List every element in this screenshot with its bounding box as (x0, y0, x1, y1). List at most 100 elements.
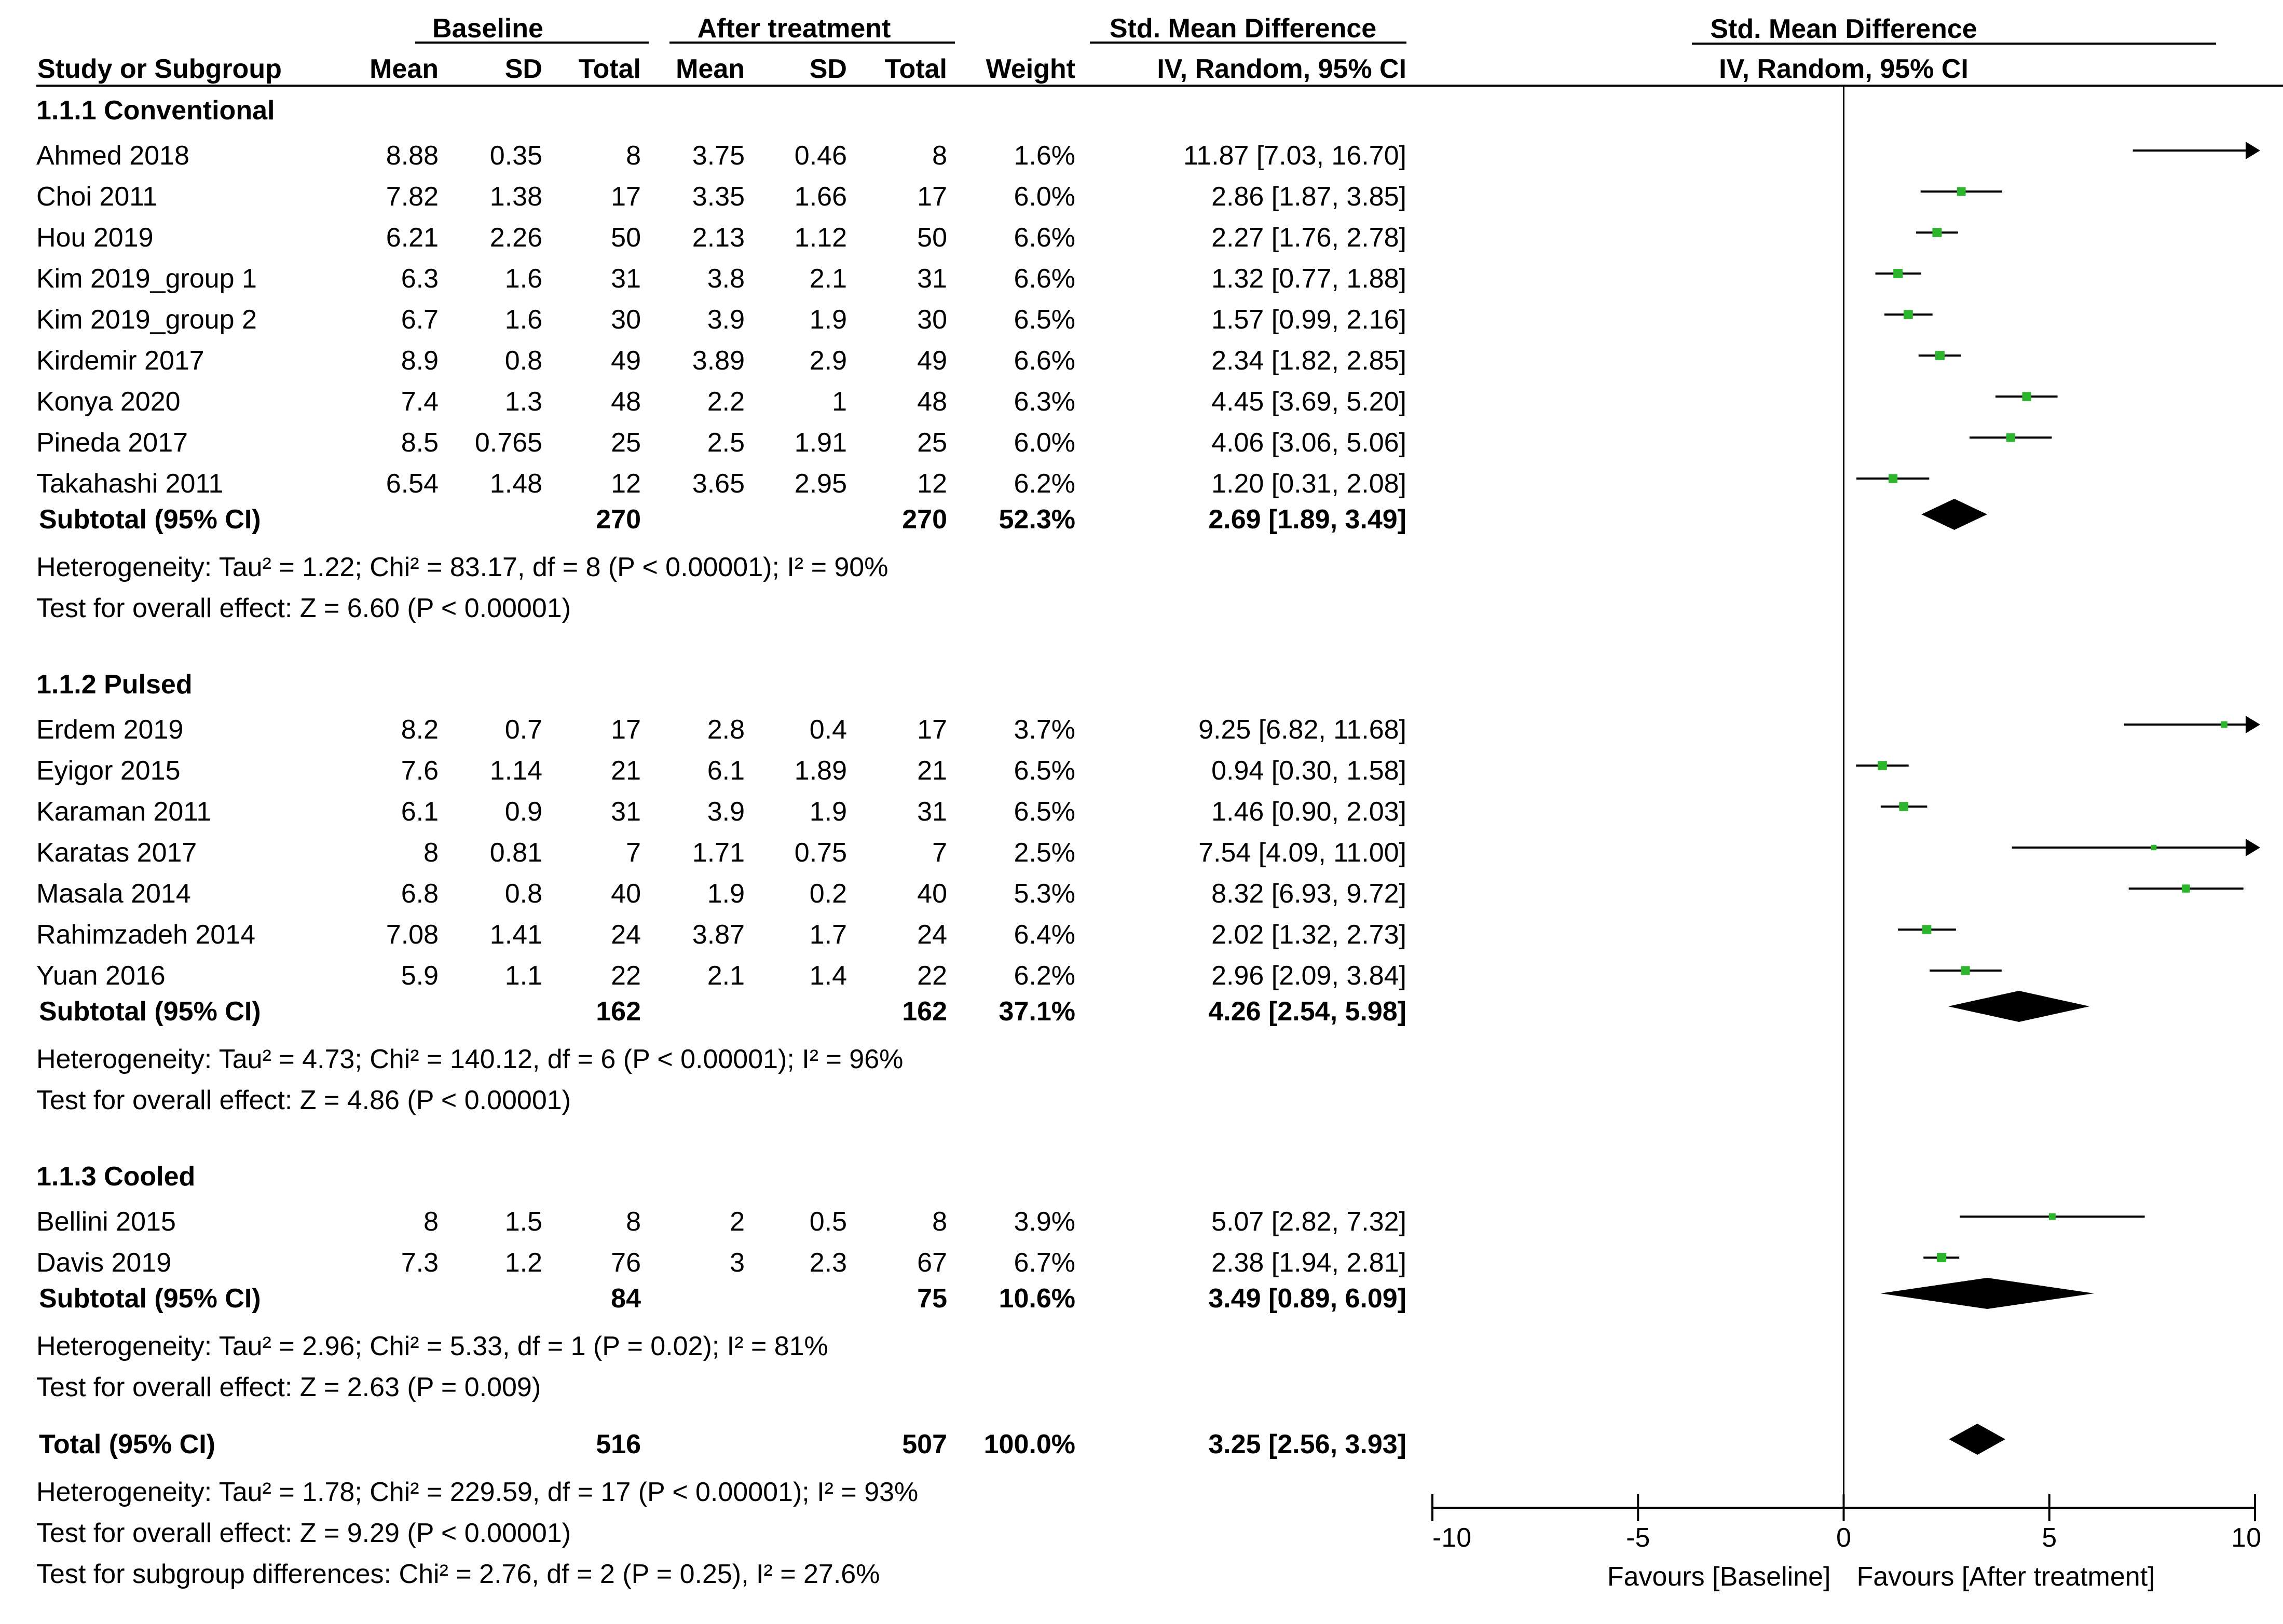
subgroup-title: 1.1.3 Cooled (36, 1162, 196, 1192)
after-sd: 0.5 (809, 1207, 847, 1237)
after-mean: 3.65 (692, 469, 745, 499)
after-total: 30 (917, 305, 947, 335)
after-sd: 0.2 (809, 879, 847, 909)
study-ci: 2.27 [1.76, 2.78] (1211, 223, 1406, 253)
study-weight: 5.3% (1014, 879, 1075, 909)
baseline-sd: 1.3 (504, 387, 542, 417)
total-heterogeneity-text: Heterogeneity: Tau² = 1.78; Chi² = 229.5… (36, 1477, 919, 1507)
subtotal-total-2: 162 (902, 997, 947, 1027)
study-name: Kirdemir 2017 (36, 346, 204, 376)
subtotal-total-1: 162 (596, 997, 641, 1027)
study-name: Rahimzadeh 2014 (36, 920, 256, 950)
study-weight: 6.4% (1014, 920, 1075, 950)
baseline-mean: 8.88 (386, 141, 439, 171)
study-name: Takahashi 2011 (36, 469, 224, 499)
study-ci: 2.96 [2.09, 3.84] (1211, 961, 1406, 991)
total-weight: 100.0% (983, 1429, 1075, 1459)
baseline-mean: 7.6 (401, 756, 439, 786)
subtotal-diamond (1921, 499, 1988, 530)
study-weight: 6.0% (1014, 428, 1075, 458)
study-weight: 6.5% (1014, 305, 1075, 335)
header-after-treatment: After treatment (697, 13, 891, 44)
study-point (2221, 721, 2227, 728)
after-mean: 2.13 (692, 223, 745, 253)
after-mean: 6.1 (707, 756, 745, 786)
baseline-sd: 1.5 (504, 1207, 542, 1237)
overall-effect-text: Test for overall effect: Z = 2.63 (P = 0… (36, 1372, 541, 1402)
baseline-mean: 6.7 (401, 305, 439, 335)
x-tick-label: -5 (1626, 1523, 1650, 1553)
study-point (2182, 884, 2190, 893)
after-sd: 0.46 (794, 141, 847, 171)
study-weight: 6.0% (1014, 182, 1075, 212)
study-weight: 6.2% (1014, 469, 1075, 499)
study-ci: 4.45 [3.69, 5.20] (1211, 387, 1406, 417)
x-tick-label: -10 (1432, 1523, 1471, 1553)
ci-arrow (2246, 142, 2260, 159)
subtotal-label: Subtotal (95% CI) (39, 504, 261, 535)
study-weight: 6.5% (1014, 797, 1075, 827)
baseline-mean: 7.08 (386, 920, 439, 950)
baseline-mean: 8.9 (401, 346, 439, 376)
baseline-sd: 1.48 (489, 469, 542, 499)
study-name: Hou 2019 (36, 223, 154, 253)
baseline-sd: 2.26 (489, 223, 542, 253)
after-total: 50 (917, 223, 947, 253)
subgroup-diff-text: Test for subgroup differences: Chi² = 2.… (36, 1559, 880, 1589)
subtotal-diamond (1948, 991, 2090, 1022)
after-mean: 1.9 (707, 879, 745, 909)
after-sd: 0.75 (794, 838, 847, 868)
subtotal-ci: 2.69 [1.89, 3.49] (1208, 504, 1406, 535)
heterogeneity-text: Heterogeneity: Tau² = 1.22; Chi² = 83.17… (36, 552, 888, 582)
after-sd: 2.95 (794, 469, 847, 499)
study-name: Karatas 2017 (36, 838, 197, 868)
after-sd: 1.7 (809, 920, 847, 950)
study-name: Masala 2014 (36, 879, 191, 909)
baseline-sd: 1.41 (489, 920, 542, 950)
study-weight: 3.9% (1014, 1207, 1075, 1237)
study-point (1893, 269, 1903, 278)
baseline-total: 8 (626, 141, 641, 171)
after-sd: 1.91 (794, 428, 847, 458)
baseline-sd: 0.8 (504, 346, 542, 376)
favours-after-label: Favours [After treatment] (1857, 1562, 2155, 1592)
after-sd: 1.66 (794, 182, 847, 212)
baseline-total: 17 (611, 715, 641, 745)
after-total: 48 (917, 387, 947, 417)
baseline-total: 24 (611, 920, 641, 950)
after-total: 17 (917, 182, 947, 212)
forest-table: Baseline After treatment Std. Mean Differe… (36, 13, 1432, 1589)
header-mean-1: Mean (370, 54, 439, 84)
baseline-total: 31 (611, 264, 641, 294)
header-std-mean-diff: Std. Mean Difference (1109, 13, 1377, 44)
heterogeneity-text: Heterogeneity: Tau² = 4.73; Chi² = 140.1… (36, 1044, 904, 1074)
study-ci: 2.02 [1.32, 2.73] (1211, 920, 1406, 950)
total-label: Total (95% CI) (39, 1429, 215, 1459)
study-ci: 0.94 [0.30, 1.58] (1211, 756, 1406, 786)
header-method: IV, Random, 95% CI (1157, 54, 1406, 84)
after-mean: 3.89 (692, 346, 745, 376)
baseline-mean: 7.4 (401, 387, 439, 417)
study-point (2006, 433, 2015, 442)
after-sd: 1.89 (794, 756, 847, 786)
after-total: 31 (917, 264, 947, 294)
study-name: Kim 2019_group 1 (36, 264, 257, 294)
baseline-mean: 8.2 (401, 715, 439, 745)
baseline-sd: 0.35 (489, 141, 542, 171)
total-total-1: 516 (596, 1429, 641, 1459)
baseline-total: 12 (611, 469, 641, 499)
study-ci: 1.46 [0.90, 2.03] (1211, 797, 1406, 827)
x-tick-label: 0 (1836, 1523, 1851, 1553)
study-name: Pineda 2017 (36, 428, 188, 458)
subtotal-weight: 37.1% (999, 997, 1075, 1027)
baseline-total: 22 (611, 961, 641, 991)
after-total: 24 (917, 920, 947, 950)
baseline-total: 40 (611, 879, 641, 909)
after-sd: 2.3 (809, 1248, 847, 1278)
baseline-mean: 5.9 (401, 961, 439, 991)
study-name: Ahmed 2018 (36, 141, 189, 171)
study-weight: 2.5% (1014, 838, 1075, 868)
baseline-sd: 1.38 (489, 182, 542, 212)
subtotal-total-1: 84 (611, 1284, 641, 1314)
total-diamond (1949, 1424, 2005, 1455)
